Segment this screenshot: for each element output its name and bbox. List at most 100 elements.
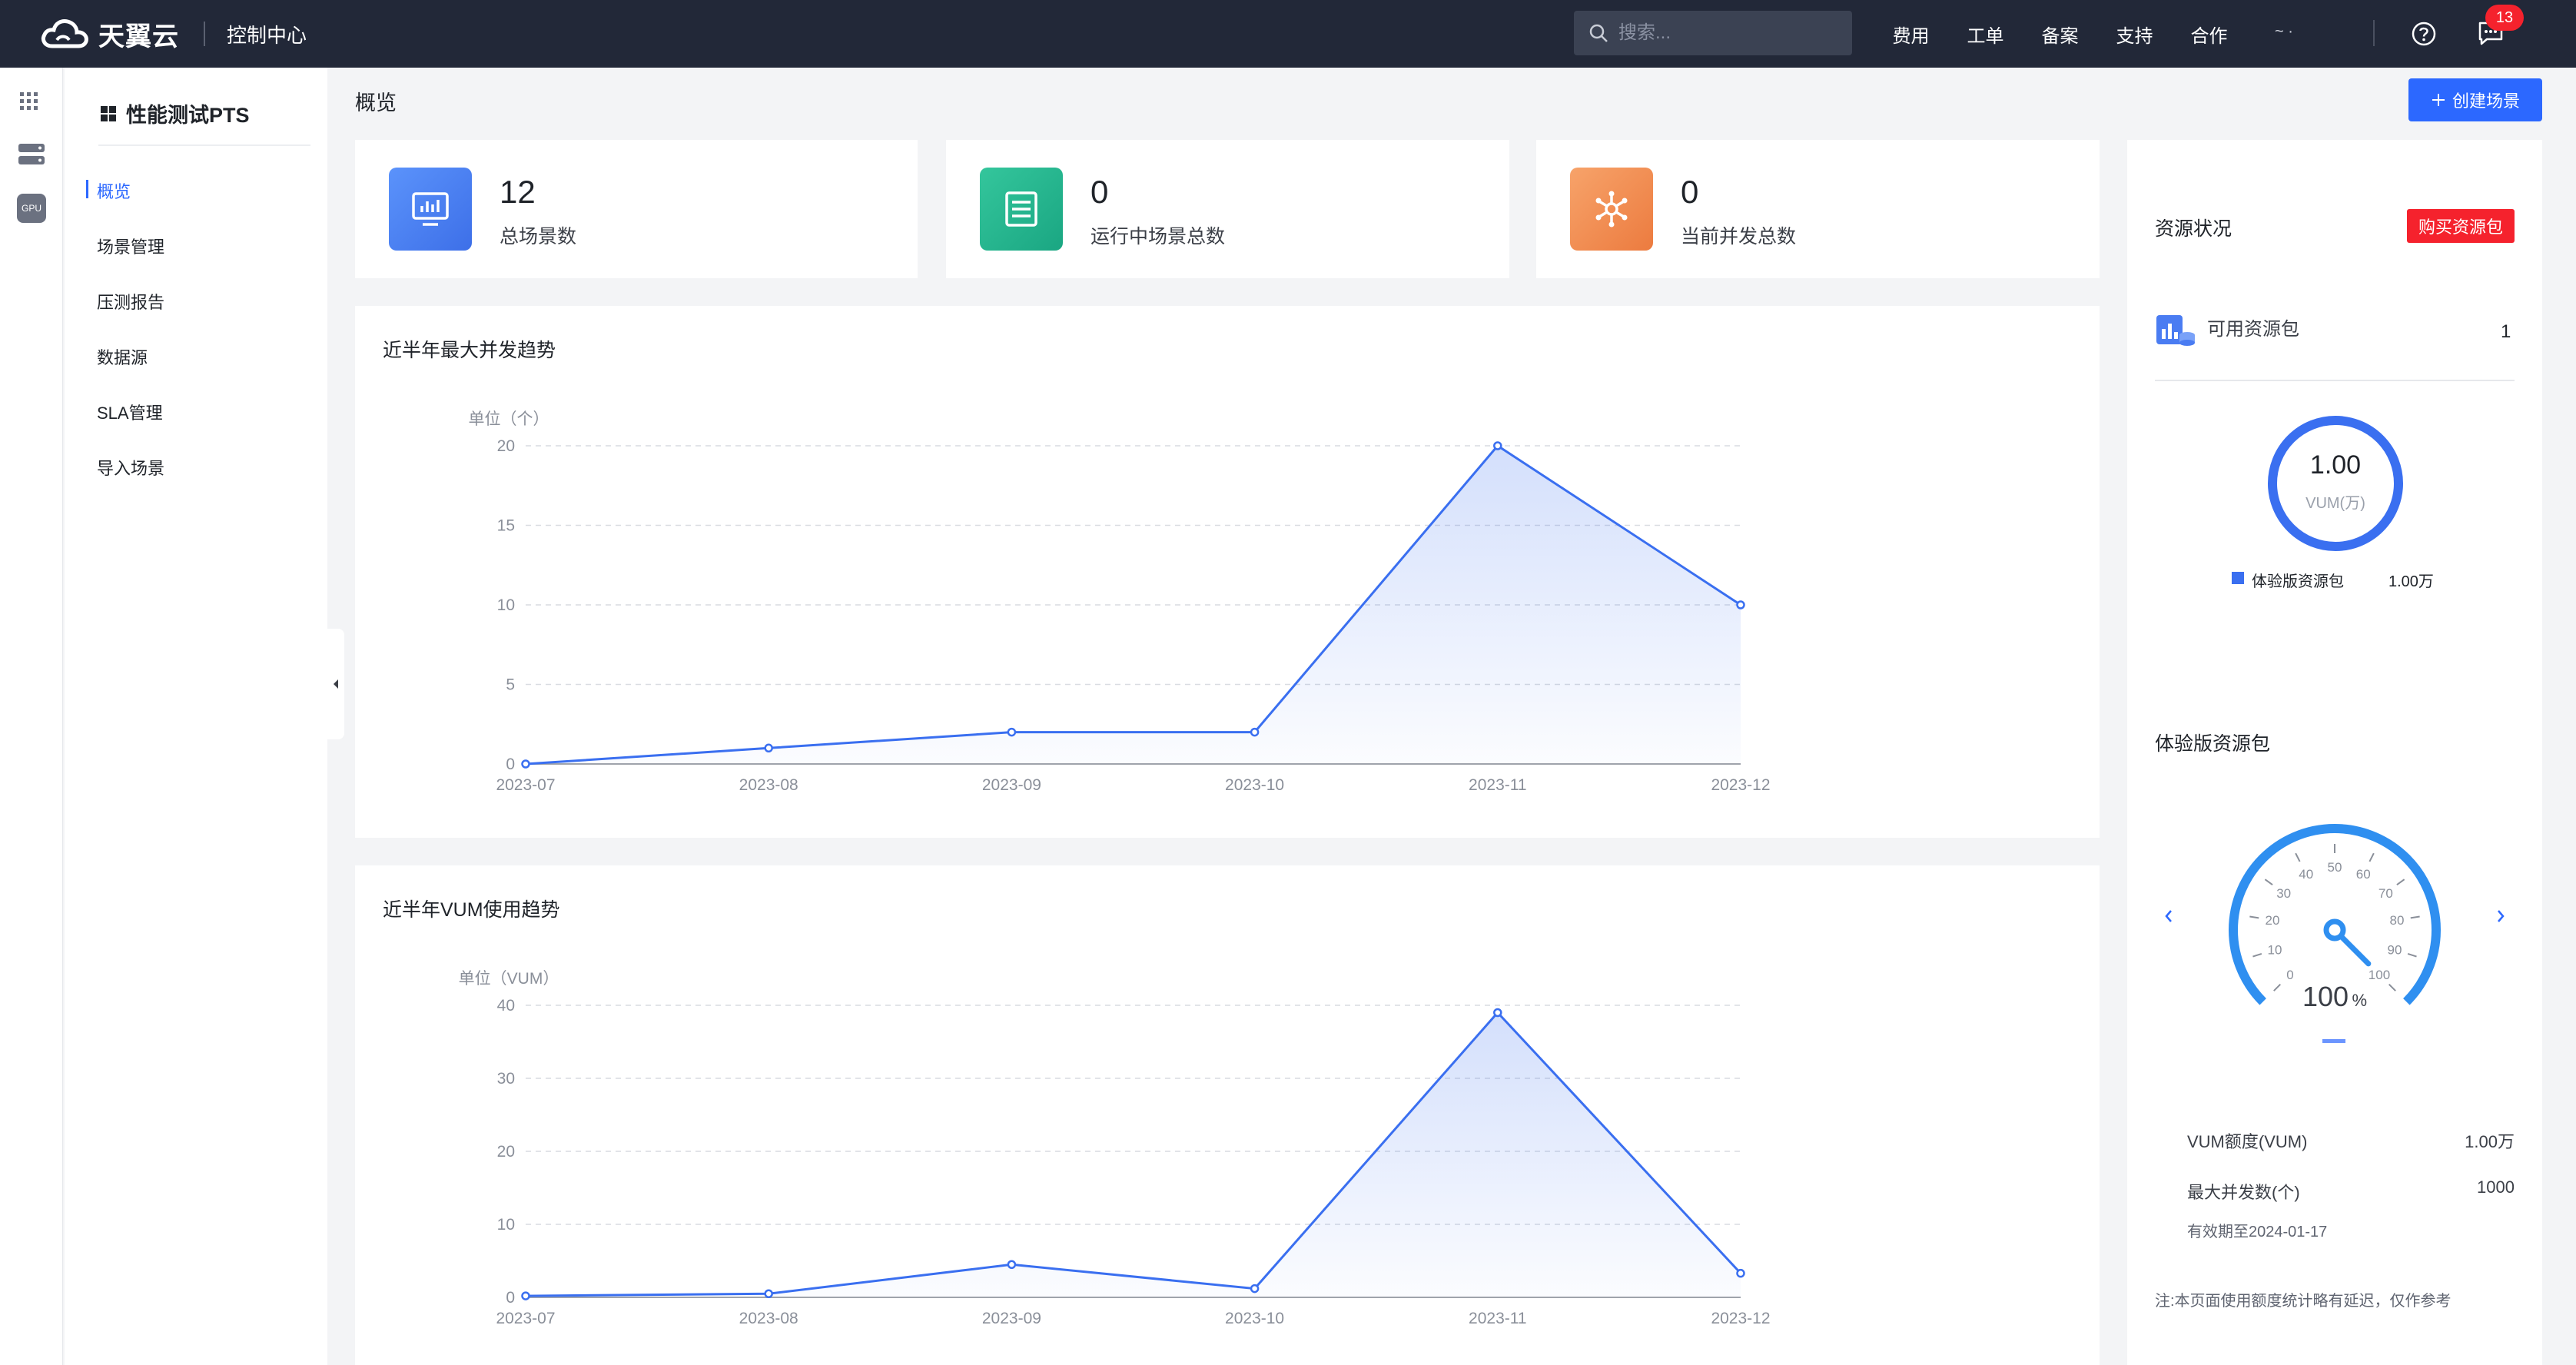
sidebar-item-reports[interactable]: 压测报告 bbox=[97, 293, 165, 312]
console-title[interactable]: 控制中心 bbox=[227, 23, 307, 47]
y-tick-label: 0 bbox=[506, 756, 515, 773]
search-box[interactable] bbox=[1574, 11, 1852, 55]
vum-quota-label: VUM额度(VUM) bbox=[2187, 1132, 2308, 1151]
resource-divider bbox=[2155, 380, 2515, 381]
ring-arc bbox=[2268, 416, 2403, 551]
usage-delay-note: 注:本页面使用额度统计略有延迟，仅作参考 bbox=[2155, 1293, 2452, 1310]
data-point[interactable] bbox=[764, 1289, 773, 1298]
vum-quota-value: 1.00万 bbox=[2465, 1132, 2515, 1151]
apps-grid-icon[interactable] bbox=[17, 89, 41, 114]
top-nav: 费用 工单 备案 支持 合作 bbox=[1874, 0, 2246, 68]
sidebar-title-text: 性能测试PTS bbox=[126, 104, 250, 127]
x-tick-label: 2023-07 bbox=[496, 776, 555, 794]
top-nav-support[interactable]: 支持 bbox=[2116, 25, 2153, 47]
y-tick-label: 40 bbox=[497, 997, 515, 1015]
gauge-tick bbox=[2396, 878, 2405, 886]
stat-value: 12 bbox=[500, 174, 536, 210]
sidebar-item-overview[interactable]: 概览 bbox=[97, 182, 131, 201]
buy-package-button[interactable]: 购买资源包 bbox=[2407, 209, 2515, 243]
carousel-prev-button[interactable] bbox=[2155, 902, 2183, 930]
gauge-tick bbox=[2264, 878, 2273, 886]
cloud-logo-icon bbox=[41, 19, 88, 48]
gauge-tick-label: 90 bbox=[2388, 942, 2402, 957]
y-tick-label: 10 bbox=[497, 1216, 515, 1234]
user-menu[interactable]: ~ · bbox=[2275, 23, 2293, 40]
page-title: 概览 bbox=[355, 91, 397, 115]
search-input[interactable] bbox=[1617, 22, 1832, 45]
help-button[interactable] bbox=[2410, 20, 2438, 51]
data-point[interactable] bbox=[1736, 600, 1745, 609]
top-nav-partner[interactable]: 合作 bbox=[2190, 25, 2228, 47]
sidebar-title: 性能测试PTS bbox=[100, 98, 250, 128]
help-icon bbox=[2412, 22, 2436, 46]
data-point[interactable] bbox=[521, 759, 530, 769]
network-icon bbox=[1595, 191, 1628, 227]
sidebar-item-import[interactable]: 导入场景 bbox=[97, 459, 165, 478]
stat-label: 运行中场景总数 bbox=[1090, 226, 1226, 247]
create-scenario-button[interactable]: 创建场景 bbox=[2408, 78, 2542, 121]
data-point[interactable] bbox=[1007, 1260, 1017, 1269]
stat-value: 0 bbox=[1090, 174, 1109, 210]
stat-label: 总场景数 bbox=[500, 226, 577, 247]
sidebar-item-scenarios[interactable]: 场景管理 bbox=[97, 237, 165, 257]
ring-value: 1.00 bbox=[2309, 450, 2362, 480]
x-tick-label: 2023-08 bbox=[739, 1310, 798, 1327]
gauge-tick-label: 0 bbox=[2286, 968, 2293, 982]
gauge-arc bbox=[2229, 824, 2441, 1005]
server-icon[interactable] bbox=[17, 141, 46, 168]
sidebar-item-datasource[interactable]: 数据源 bbox=[97, 348, 148, 367]
carousel-indicator[interactable] bbox=[2322, 1039, 2345, 1043]
resource-title: 资源状况 bbox=[2155, 218, 2232, 240]
top-divider bbox=[204, 22, 205, 46]
concurrency-trend-card: 近半年最大并发趋势 单位（个） 0 5 10 15 20 2023-07 2023-08 202… bbox=[355, 306, 2100, 838]
stat-icon-box bbox=[980, 168, 1063, 251]
top-nav-tickets[interactable]: 工单 bbox=[1967, 25, 2004, 47]
data-point[interactable] bbox=[1250, 727, 1260, 737]
top-nav-filing[interactable]: 备案 bbox=[2041, 25, 2079, 47]
server-list-icon bbox=[1005, 191, 1037, 227]
max-concurrency-value: 1000 bbox=[2477, 1177, 2515, 1197]
data-point[interactable] bbox=[1736, 1268, 1745, 1278]
gpu-icon[interactable]: GPU bbox=[17, 194, 46, 223]
package-icon bbox=[2156, 315, 2195, 346]
concurrency-trend-chart: 单位（个） 0 5 10 15 20 2023-07 2023-08 2023-09 2023-1… bbox=[469, 410, 1771, 794]
legend-swatch bbox=[2232, 572, 2244, 584]
top-separator bbox=[2373, 20, 2375, 46]
sidebar-item-sla[interactable]: SLA管理 bbox=[97, 404, 163, 423]
chart-title: 近半年VUM使用趋势 bbox=[383, 899, 560, 921]
logo[interactable]: 天翼云 bbox=[40, 15, 179, 53]
data-point[interactable] bbox=[1007, 727, 1017, 737]
data-point[interactable] bbox=[1250, 1284, 1260, 1294]
stat-value: 0 bbox=[1681, 174, 1699, 210]
carousel-next-button[interactable] bbox=[2487, 902, 2515, 930]
data-point[interactable] bbox=[521, 1291, 530, 1300]
sidebar-divider bbox=[98, 144, 310, 146]
x-tick-label: 2023-11 bbox=[1469, 776, 1527, 794]
data-point[interactable] bbox=[764, 743, 773, 753]
gauge-tick-label: 30 bbox=[2276, 886, 2291, 901]
y-axis-label: 单位（VUM） bbox=[459, 970, 559, 988]
chart-title: 近半年最大并发趋势 bbox=[383, 340, 556, 361]
vum-trend-card: 近半年VUM使用趋势 单位（VUM） 0 10 20 30 40 2023-07 2023-0… bbox=[355, 865, 2100, 1365]
data-point[interactable] bbox=[1493, 441, 1502, 450]
create-scenario-label: 创建场景 bbox=[2452, 91, 2520, 111]
stat-icon-box bbox=[389, 168, 472, 251]
data-point[interactable] bbox=[1493, 1008, 1502, 1018]
x-tick-label: 2023-12 bbox=[1711, 776, 1770, 794]
gauge-tick-label: 100 bbox=[2369, 968, 2390, 982]
trial-package-title: 体验版资源包 bbox=[2155, 733, 2271, 755]
chevron-left-icon bbox=[2165, 910, 2172, 922]
stat-card-concurrency: 0 当前并发总数 bbox=[1536, 140, 2100, 278]
x-tick-label: 2023-09 bbox=[982, 776, 1041, 794]
top-nav-fees[interactable]: 费用 bbox=[1892, 25, 1930, 47]
legend-label: 体验版资源包 bbox=[2252, 573, 2344, 590]
x-tick-label: 2023-10 bbox=[1225, 1310, 1284, 1327]
vum-ring-chart bbox=[2268, 416, 2403, 551]
y-tick-label: 0 bbox=[506, 1289, 515, 1307]
series-area bbox=[526, 446, 1741, 764]
x-tick-label: 2023-11 bbox=[1469, 1310, 1527, 1327]
gauge-tick bbox=[2295, 852, 2301, 862]
sidebar-collapse-handle[interactable] bbox=[327, 629, 344, 739]
y-tick-label: 20 bbox=[497, 437, 515, 455]
y-tick-label: 20 bbox=[497, 1143, 515, 1161]
